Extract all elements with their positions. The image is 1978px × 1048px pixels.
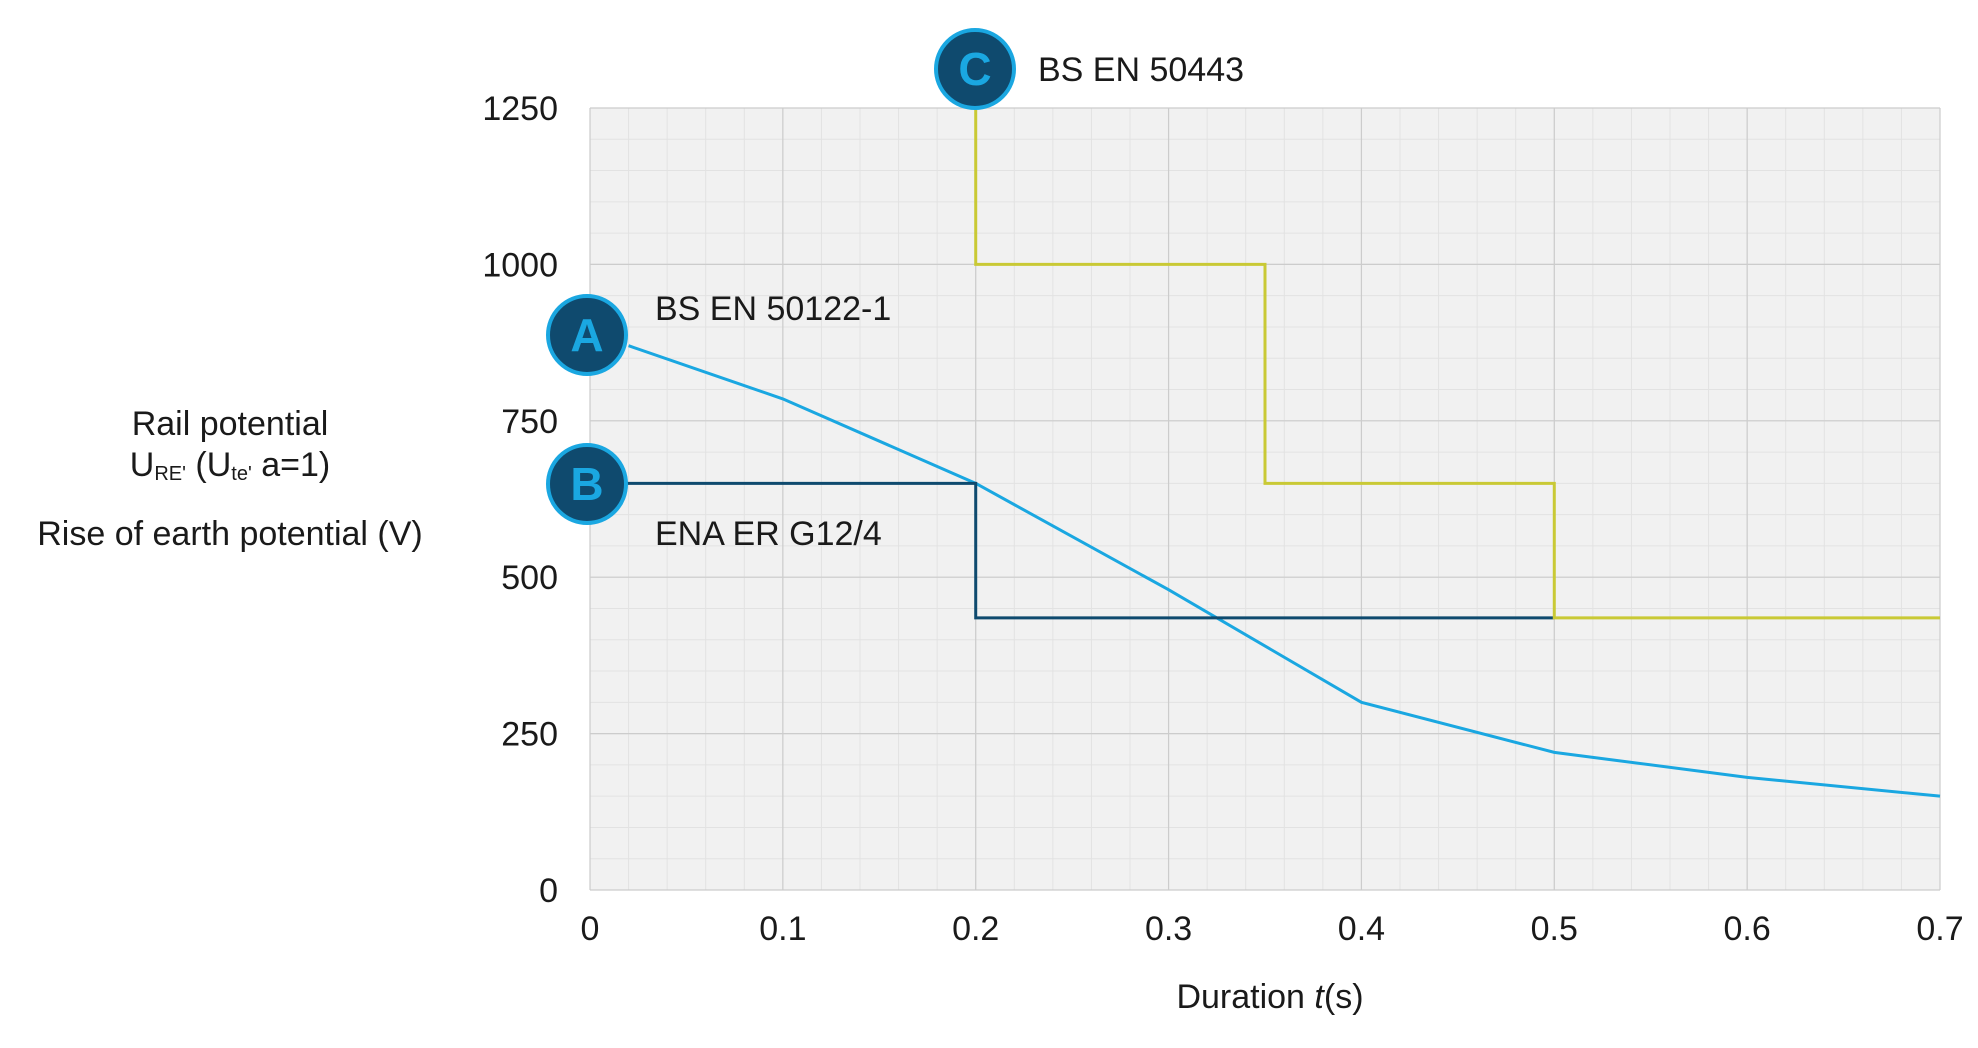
series-line-a [628, 344, 1941, 798]
series-line-b [590, 481, 1555, 620]
plot-area [590, 108, 1940, 890]
y-tick-label: 750 [501, 403, 558, 441]
y-axis-label-line1: Rail potential [131, 405, 329, 443]
y-tick-label: 0 [539, 872, 558, 910]
x-tick-label: 0.6 [1724, 910, 1771, 948]
y-axis-label: Rail potential URE' (Ute' a=1) Rise of e… [10, 404, 450, 555]
series-marker-letter-a: A [570, 309, 603, 361]
y-axis-label-line3: Rise of earth potential (V) [37, 514, 423, 553]
x-tick-label: 0.4 [1338, 910, 1385, 948]
y-tick-label: 1250 [482, 90, 558, 128]
x-tick-label: 0.5 [1531, 910, 1578, 948]
x-tick-label: 0.1 [759, 910, 806, 948]
series-marker-badge-c [934, 28, 1016, 110]
series-label-a: BS EN 50122-1 [655, 290, 891, 328]
series-label-b: ENA ER G12/4 [655, 515, 882, 553]
y-tick-label: 1000 [482, 246, 558, 284]
series-marker-letter-c: C [958, 43, 991, 95]
y-tick-label: 250 [501, 716, 558, 754]
y-axis-label-line2: URE' (Ute' a=1) [129, 445, 331, 485]
series-marker-badge-a [546, 294, 628, 376]
series-marker-letter-b: B [570, 458, 603, 510]
x-tick-label: 0.2 [952, 910, 999, 948]
y-tick-label: 500 [501, 559, 558, 597]
x-tick-label: 0.7 [1916, 910, 1963, 948]
x-axis-label: Duration t(s) [1176, 978, 1363, 1016]
x-tick-label: 0.3 [1145, 910, 1192, 948]
series-marker-badge-b [546, 443, 628, 525]
series-line-c [974, 108, 1940, 620]
series-label-c: BS EN 50443 [1038, 51, 1244, 89]
x-tick-label: 0 [581, 910, 600, 948]
